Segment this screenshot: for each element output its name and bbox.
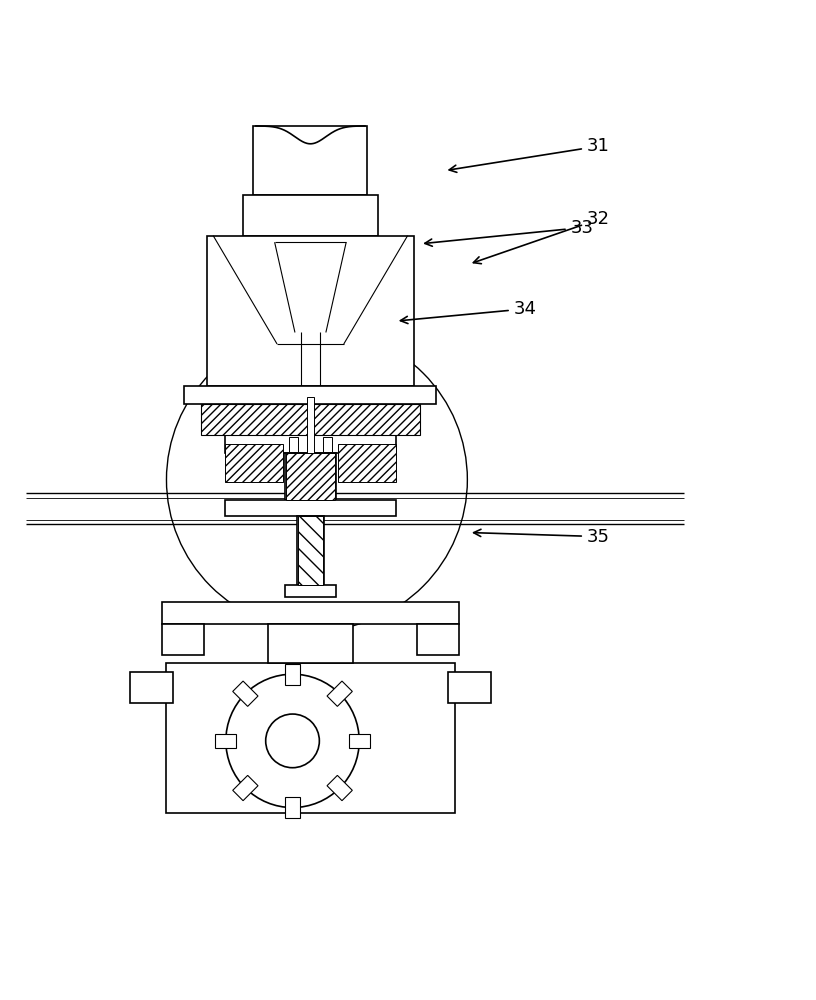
Polygon shape xyxy=(286,664,299,685)
Polygon shape xyxy=(327,681,353,706)
Bar xyxy=(297,516,324,585)
Bar xyxy=(206,236,414,386)
Bar xyxy=(286,453,335,500)
Text: 34: 34 xyxy=(401,300,537,324)
Bar xyxy=(243,195,378,236)
Bar xyxy=(298,516,323,585)
Bar xyxy=(268,624,353,663)
Polygon shape xyxy=(327,775,353,801)
Polygon shape xyxy=(233,681,258,706)
Text: 31: 31 xyxy=(449,137,610,172)
Bar xyxy=(225,435,396,453)
Text: 35: 35 xyxy=(473,528,610,546)
Bar xyxy=(416,624,459,655)
Bar xyxy=(201,404,420,435)
Polygon shape xyxy=(286,797,299,818)
Polygon shape xyxy=(233,775,258,801)
Bar xyxy=(448,672,490,703)
Bar xyxy=(286,453,335,500)
Bar xyxy=(162,602,459,624)
Bar xyxy=(166,663,455,813)
Polygon shape xyxy=(215,734,237,748)
Bar xyxy=(184,386,437,404)
Text: 33: 33 xyxy=(425,219,594,246)
Bar xyxy=(307,397,314,453)
Bar xyxy=(225,444,283,482)
Bar xyxy=(338,444,396,482)
Bar xyxy=(322,437,331,452)
Bar xyxy=(225,500,396,516)
Text: 32: 32 xyxy=(473,210,610,264)
Bar xyxy=(254,126,367,195)
Bar xyxy=(289,437,298,452)
Bar xyxy=(162,624,204,655)
Polygon shape xyxy=(348,734,370,748)
Bar xyxy=(286,585,335,597)
Bar xyxy=(131,672,172,703)
